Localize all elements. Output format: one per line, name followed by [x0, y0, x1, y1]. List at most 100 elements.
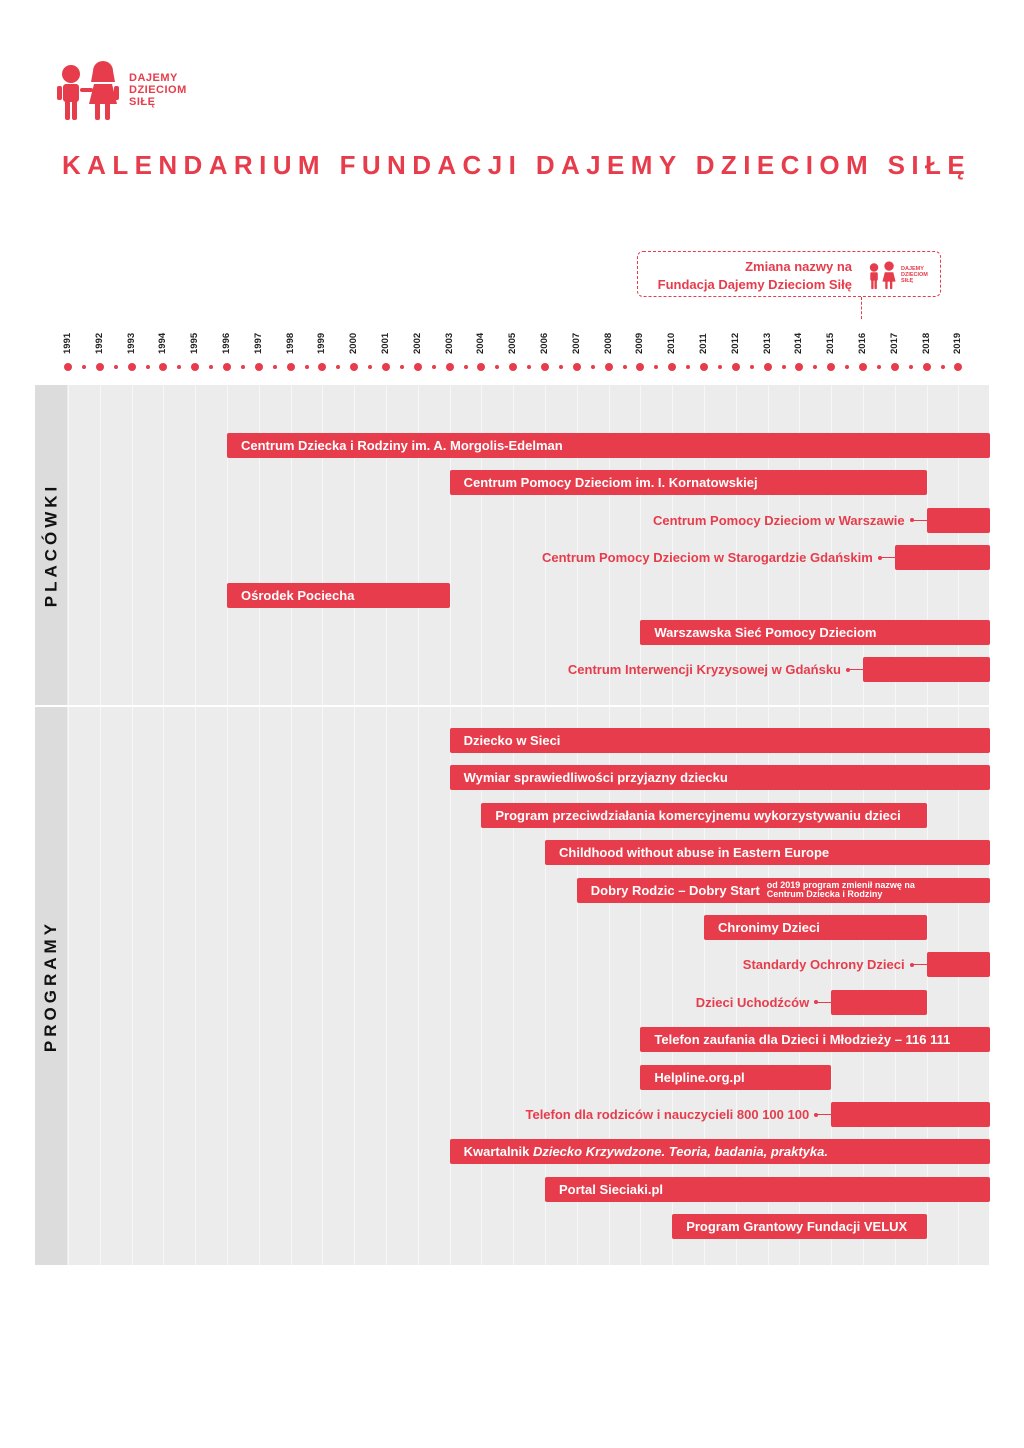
- timeline-bar: Ośrodek Pociecha: [227, 582, 450, 608]
- bar-label: Portal Sieciaki.pl: [559, 1181, 664, 1197]
- page-title: KALENDARIUM FUNDACJI DAJEMY DZIECIOM SIŁ…: [62, 150, 972, 180]
- half-year-marker: [622, 365, 627, 369]
- label-connector: [849, 669, 863, 671]
- year-marker: [95, 363, 104, 371]
- grid-line: [68, 385, 69, 1265]
- callout-line-2: Fundacja Dajemy Dzieciom Siłę: [657, 277, 852, 292]
- bar-label: Centrum Dziecka i Rodziny im. A. Morgoli…: [241, 438, 563, 453]
- half-year-marker: [717, 365, 722, 369]
- label-dot: [877, 555, 882, 560]
- year-label: 2001: [380, 332, 391, 354]
- timeline-bar: Dobry Rodzic – Dobry Start: [576, 877, 990, 903]
- year-marker: [890, 363, 899, 371]
- year-label: 1998: [284, 332, 296, 354]
- year-label: 2012: [729, 332, 741, 354]
- bar-label: Chronimy Dzieci: [718, 920, 820, 935]
- grid-line: [131, 385, 133, 1265]
- bar-label: Dziecko w Sieci: [463, 733, 561, 748]
- grid-line: [926, 385, 928, 1265]
- year-marker: [223, 363, 231, 371]
- year-marker: [254, 363, 263, 371]
- year-marker: [477, 363, 486, 371]
- section-label-programy: PROGRAMY: [35, 707, 67, 1265]
- logo-line: DAJEMY: [129, 72, 178, 84]
- half-year-marker: [368, 365, 373, 369]
- callout-logo-icon: [866, 260, 898, 295]
- bar-label: Centrum Pomocy Dzieciom w Warszawie: [652, 512, 905, 528]
- year-marker: [318, 363, 327, 371]
- grid-line: [958, 385, 960, 1265]
- bar-note-line: od 2019 program zmienił nazwę na: [766, 879, 915, 890]
- timeline-bar: [926, 507, 990, 533]
- year-label: 2003: [443, 332, 455, 354]
- year-label: 1997: [252, 332, 264, 354]
- half-year-marker: [908, 365, 913, 369]
- grid-line: [354, 385, 356, 1265]
- label-dot: [909, 518, 914, 523]
- callout-logo-line: DZIECIOM: [901, 272, 928, 278]
- bar-label: Dzieci Uchodźców: [695, 994, 810, 1010]
- label-connector: [817, 1114, 832, 1115]
- timeline-bar: Warszawska Sieć Pomocy Dzieciom: [640, 620, 990, 645]
- year-label: 2007: [570, 332, 582, 354]
- bar-label: Program przeciwdziałania komercyjnemu wy…: [495, 807, 901, 823]
- year-marker: [922, 363, 931, 371]
- year-label: 2019: [952, 332, 964, 354]
- label-dot: [846, 667, 850, 672]
- half-year-marker: [876, 365, 881, 369]
- year-label: 2009: [634, 332, 646, 354]
- year-label: 2002: [411, 332, 423, 354]
- year-marker: [350, 363, 359, 371]
- year-marker: [572, 363, 581, 371]
- half-year-marker: [940, 365, 945, 369]
- label-dot: [909, 962, 914, 967]
- section-title-programy: PROGRAMY: [41, 919, 60, 1053]
- year-marker: [127, 363, 136, 371]
- year-label: 2006: [539, 332, 550, 354]
- timeline-bar: Portal Sieciaki.pl: [545, 1176, 990, 1202]
- half-year-marker: [845, 365, 850, 369]
- half-year-marker: [113, 365, 118, 369]
- label-connector: [880, 557, 895, 559]
- bar-label: Centrum Interwencji Kryzysowej w Gdańsku: [567, 662, 841, 678]
- year-label: 2017: [888, 332, 900, 354]
- bar-label: Centrum Pomocy Dzieciom im. I. Kornatows…: [463, 475, 758, 491]
- half-year-marker: [336, 365, 341, 369]
- grid-line: [227, 385, 228, 1265]
- callout-logo-line: DAJEMY: [901, 266, 924, 272]
- callout-line-1: Zmiana nazwy na: [745, 259, 852, 274]
- bar-note: od 2019 program zmienił nazwę na Centrum …: [766, 879, 915, 899]
- half-year-marker: [749, 365, 754, 369]
- year-label: 2004: [475, 332, 487, 354]
- year-label: 2005: [507, 332, 519, 354]
- year-label: 2008: [602, 332, 614, 354]
- section-label-placowki: PLACÓWKI: [35, 385, 67, 705]
- year-marker: [700, 363, 708, 371]
- bar-label: Kwartalnik: [463, 1144, 533, 1160]
- year-label: 2016: [857, 332, 868, 354]
- section-divider: [35, 705, 989, 707]
- half-year-marker: [304, 365, 309, 369]
- grid-line: [322, 385, 324, 1265]
- year-marker: [859, 363, 867, 371]
- year-label: 1995: [189, 332, 201, 354]
- year-label: 1991: [62, 332, 73, 354]
- half-year-marker: [272, 365, 277, 369]
- year-label: 2010: [666, 332, 678, 354]
- half-year-marker: [813, 365, 818, 369]
- year-label: 2015: [825, 332, 837, 354]
- year-marker: [668, 363, 677, 371]
- timeline-bar: [926, 952, 990, 978]
- timeline-bar: [863, 657, 990, 683]
- year-label: 2014: [793, 332, 805, 354]
- year-marker: [541, 363, 549, 371]
- half-year-marker: [527, 365, 532, 369]
- year-marker: [731, 363, 740, 371]
- bar-label: Telefon dla rodziców i nauczycieli 800 1…: [525, 1107, 810, 1122]
- half-year-marker: [590, 365, 595, 369]
- year-marker: [413, 363, 422, 371]
- logo-text: DAJEMY DZIECIOM SIŁĘ: [129, 72, 187, 108]
- year-marker: [636, 363, 645, 371]
- year-label: 2011: [698, 333, 709, 354]
- bar-label: Ośrodek Pociecha: [241, 587, 355, 603]
